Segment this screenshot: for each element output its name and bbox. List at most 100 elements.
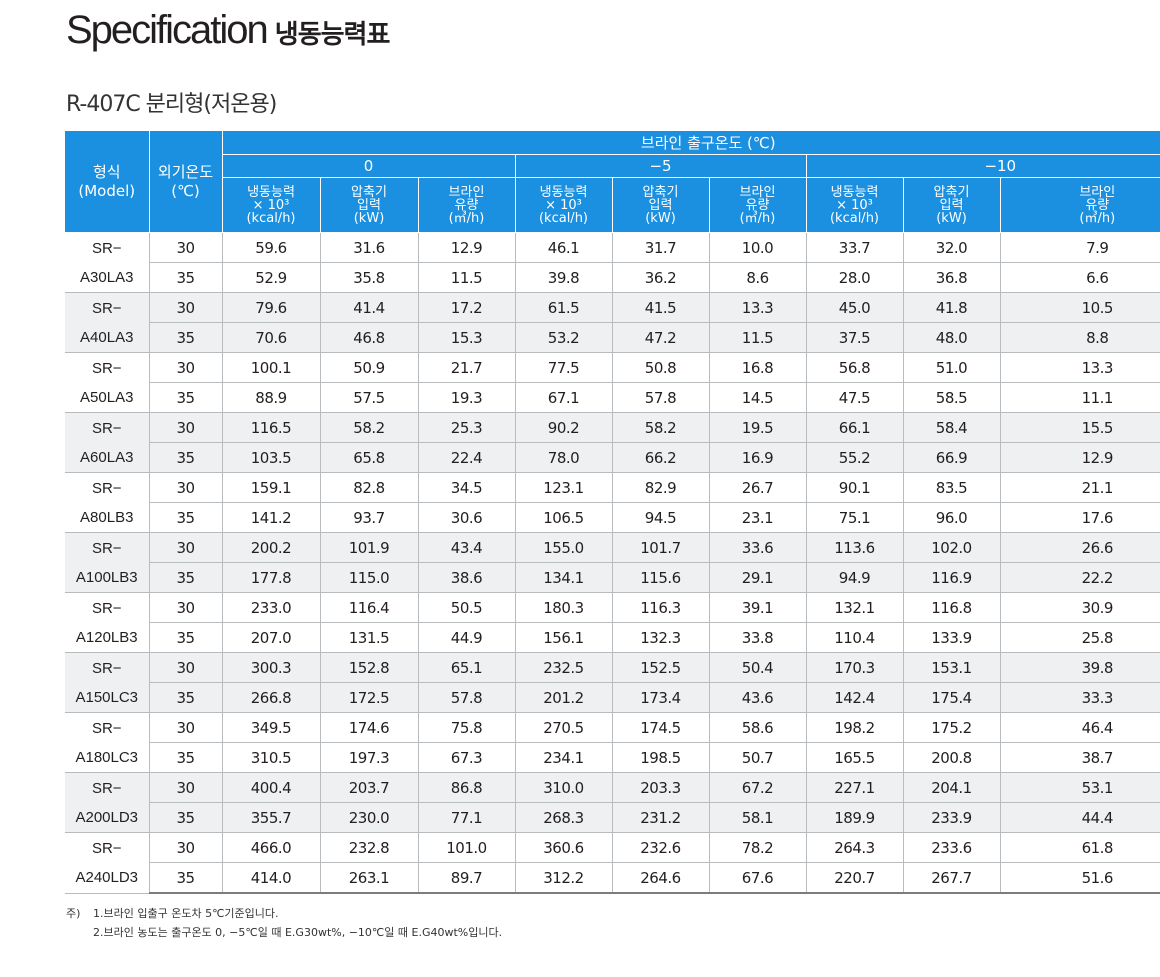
model-cell: SR− A200LD3 — [65, 772, 149, 833]
footnote-lead: 주) — [66, 907, 81, 920]
ambient-cell: 35 — [148, 322, 222, 353]
value-cell: 174.5 — [611, 712, 709, 743]
value-cell: 233.0 — [221, 592, 320, 623]
value-cell: 57.5 — [319, 382, 418, 413]
value-cell: 201.2 — [514, 682, 612, 713]
value-cell: 21.1 — [999, 472, 1160, 503]
value-cell: 44.9 — [417, 622, 515, 653]
header-compressor-input-line: (kW) — [353, 210, 385, 226]
ambient-cell: 30 — [148, 472, 222, 503]
value-cell: 25.3 — [417, 412, 515, 443]
value-cell: 83.5 — [902, 472, 1000, 503]
value-cell: 58.4 — [902, 412, 1000, 443]
value-cell: 12.9 — [417, 232, 515, 263]
ambient-cell: 30 — [148, 352, 222, 383]
value-cell: 75.1 — [805, 502, 903, 533]
ambient-cell: 35 — [148, 682, 222, 713]
header-temp: 0 — [222, 154, 516, 178]
header-capacity-line: 냉동능력 — [247, 184, 295, 200]
value-cell: 32.0 — [902, 232, 1000, 263]
value-cell: 25.8 — [999, 622, 1160, 653]
value-cell: 38.7 — [999, 742, 1160, 773]
value-cell: 67.2 — [708, 772, 806, 803]
value-cell: 159.1 — [221, 472, 320, 503]
ambient-cell: 30 — [148, 712, 222, 743]
value-cell: 134.1 — [514, 562, 612, 593]
value-cell: 57.8 — [417, 682, 515, 713]
value-cell: 155.0 — [514, 532, 612, 563]
table-row: SR− A50LA3 30 100.1 50.9 21.7 77.5 50.8 16.8 56.8… — [65, 352, 1160, 413]
value-cell: 35.8 — [319, 262, 418, 293]
model-cell: SR− A80LB3 — [65, 472, 149, 533]
value-cell: 52.9 — [221, 262, 320, 293]
value-cell: 7.9 — [999, 232, 1160, 263]
value-cell: 90.2 — [514, 412, 612, 443]
value-cell: 360.6 — [514, 832, 612, 863]
table-row: SR− A30LA3 30 59.6 31.6 12.9 46.1 31.7 10.0 33.7 3… — [65, 232, 1160, 293]
header-compressor-input-line: 압축기 — [351, 184, 387, 200]
value-cell: 174.6 — [319, 712, 418, 743]
header-brine-flow: 브라인 유량 (㎥/h) — [1000, 177, 1160, 233]
header-capacity-line: 냉동능력 — [539, 184, 588, 200]
model-line2: A30LA3 — [80, 268, 134, 286]
value-cell: 177.8 — [221, 562, 320, 593]
value-cell: 33.3 — [999, 682, 1160, 713]
value-cell: 34.5 — [417, 472, 515, 503]
ambient-cell: 30 — [148, 832, 222, 863]
header-brine-flow: 브라인 유량 (㎥/h) — [418, 177, 516, 233]
value-cell: 16.9 — [708, 442, 806, 473]
value-cell: 58.6 — [708, 712, 806, 743]
value-cell: 15.5 — [999, 412, 1160, 443]
value-cell: 77.1 — [417, 802, 515, 833]
value-cell: 66.2 — [611, 442, 709, 473]
value-cell: 19.3 — [417, 382, 515, 413]
value-cell: 51.6 — [999, 862, 1160, 894]
value-cell: 234.1 — [514, 742, 612, 773]
table-row: SR− A40LA3 30 79.6 41.4 17.2 61.5 41.5 13.3 45.0 4… — [65, 292, 1160, 353]
value-cell: 22.4 — [417, 442, 515, 473]
header-model-ko: 형식 — [92, 162, 121, 181]
value-cell: 65.1 — [417, 652, 515, 683]
model-cell: SR− A50LA3 — [65, 352, 149, 413]
table-row: SR− A150LC3 30 300.3 152.8 65.1 232.5 152.5 50.4… — [65, 652, 1160, 713]
model-line2: A120LB3 — [75, 628, 138, 646]
value-cell: 17.6 — [999, 502, 1160, 533]
header-capacity-line: 냉동능력 — [830, 184, 879, 200]
value-cell: 51.0 — [902, 352, 1000, 383]
model-line2: A180LC3 — [75, 748, 139, 766]
value-cell: 31.7 — [611, 232, 709, 263]
value-cell: 310.0 — [514, 772, 612, 803]
header-compressor-input-line: 압축기 — [642, 184, 679, 200]
table-row: 35 52.9 35.8 11.5 39.8 36.2 8.6 28.0 36.8 6.6 — [65, 262, 1160, 293]
value-cell: 67.3 — [417, 742, 515, 773]
value-cell: 39.1 — [708, 592, 806, 623]
value-cell: 50.8 — [611, 352, 709, 383]
header-capacity-line: (kcal/h) — [538, 210, 589, 226]
value-cell: 198.2 — [805, 712, 903, 743]
value-cell: 156.1 — [514, 622, 612, 653]
value-cell: 19.5 — [708, 412, 806, 443]
value-cell: 132.1 — [805, 592, 903, 623]
value-cell: 46.8 — [319, 322, 418, 353]
value-cell: 65.8 — [319, 442, 418, 473]
value-cell: 264.3 — [805, 832, 903, 863]
model-line1: SR− — [91, 719, 122, 737]
ambient-cell: 30 — [148, 532, 222, 563]
table-row: 35 141.2 93.7 30.6 106.5 94.5 23.1 75.1 96.0 17.6 — [65, 502, 1160, 533]
table-header: 형식 (Model) 외기온도 (℃) 브라인 출구온도 (℃) 0 −5 −10 … — [65, 131, 1160, 233]
value-cell: 263.1 — [319, 862, 418, 894]
value-cell: 310.5 — [221, 742, 320, 773]
header-brine-flow-line: 유량 — [454, 197, 479, 213]
header-capacity-line: (kcal/h) — [829, 210, 880, 226]
value-cell: 21.7 — [417, 352, 515, 383]
value-cell: 270.5 — [514, 712, 612, 743]
table-row: 35 177.8 115.0 38.6 134.1 115.6 29.1 94.9 116.9 2… — [65, 562, 1160, 593]
table-row: SR− A180LC3 30 349.5 174.6 75.8 270.5 174.5 58.6… — [65, 712, 1160, 773]
value-cell: 61.5 — [514, 292, 612, 323]
header-compressor-input-line: 입력 — [648, 197, 673, 213]
footnote-2: 2.브라인 농도는 출구온도 0, −5℃일 때 E.G30wt%, −10℃일… — [93, 926, 503, 939]
value-cell: 11.5 — [417, 262, 515, 293]
ambient-cell: 30 — [148, 772, 222, 803]
value-cell: 116.9 — [902, 562, 1000, 593]
header-ambient: 외기온도 (℃) — [149, 131, 223, 233]
